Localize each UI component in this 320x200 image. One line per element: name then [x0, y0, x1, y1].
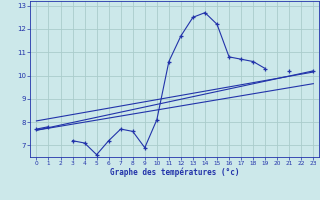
X-axis label: Graphe des températures (°c): Graphe des températures (°c)	[110, 168, 240, 177]
